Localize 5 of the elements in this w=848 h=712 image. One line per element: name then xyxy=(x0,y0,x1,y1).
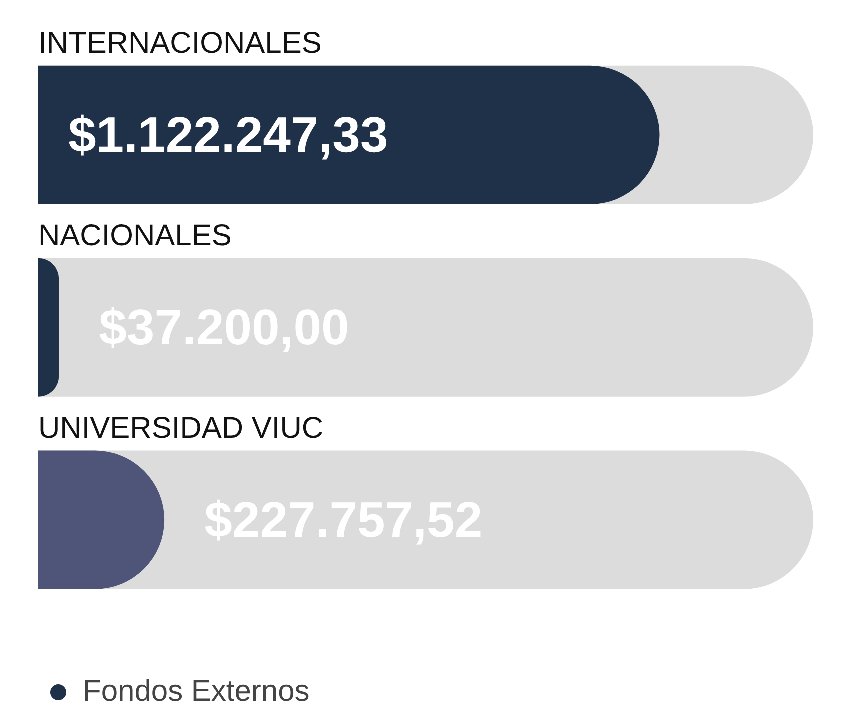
y-tick-label: NACIONALES xyxy=(38,220,232,253)
data-label: $1.122.247,33 xyxy=(68,107,388,164)
y-tick-label: INTERNACIONALES xyxy=(38,27,322,60)
y-tick-label: UNIVERSIDAD VIUC xyxy=(38,412,324,446)
legend-label: Fondos Externos xyxy=(83,675,310,709)
